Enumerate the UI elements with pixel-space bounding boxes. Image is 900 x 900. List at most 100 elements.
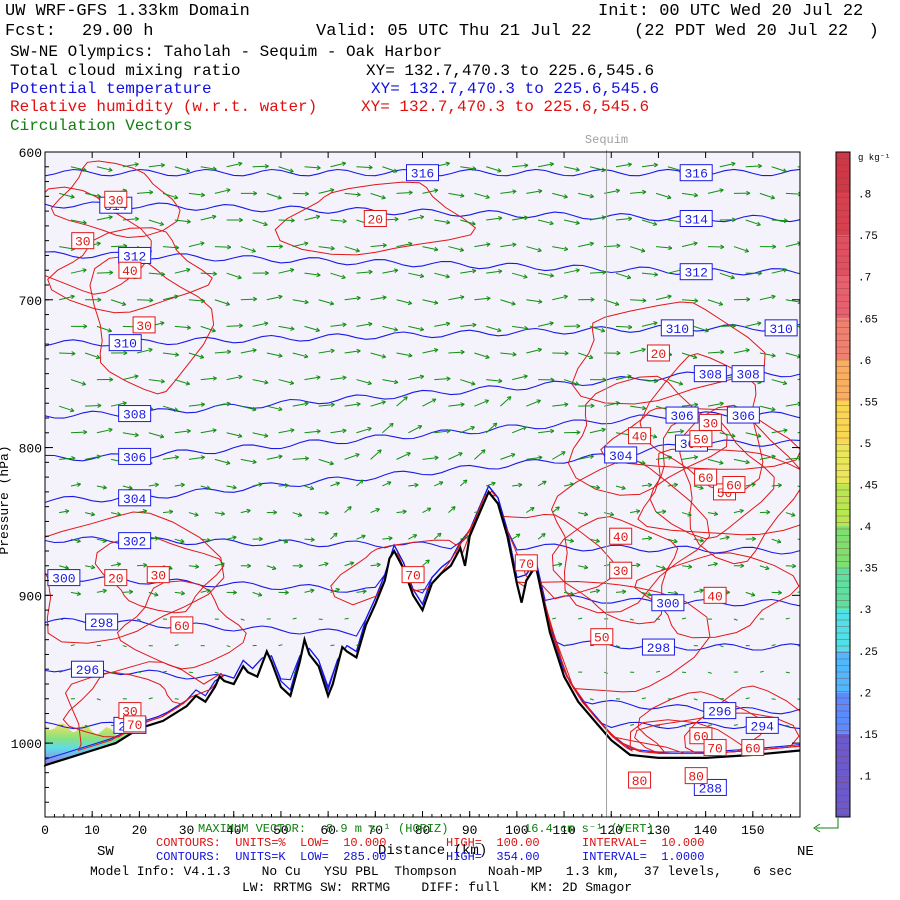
vector-arrow [422,456,439,460]
vector-arrowhead [194,512,199,517]
vector-arrow [330,376,347,381]
colorbar-tick-label: .1 [858,771,872,783]
vector-arrowhead [278,406,283,412]
theta-label-text: 298 [90,616,113,631]
rh-line-20 [571,301,766,405]
vector-arrowhead [71,455,76,461]
vector-arrowhead [472,166,477,171]
vector-arrow [266,352,283,357]
vector-arrowhead [550,377,555,383]
vector-arrow [356,535,366,540]
vector-arrowhead [134,162,139,167]
vector-arrowhead [96,454,101,460]
vector-arrowhead [668,245,673,251]
colorbar-tick-label: .55 [858,397,878,409]
vector-arrowhead [264,163,269,169]
vector-arrow [266,455,283,460]
vector-arrow [396,242,413,248]
vector-arrow [589,428,606,434]
vector-arrow [70,431,87,434]
vector-arrow [318,562,329,567]
vector-arrowhead [575,268,580,273]
vector-arrowhead [246,508,251,514]
vector-arrow [771,379,787,385]
vector-arrowhead [693,192,699,198]
vector-arrowhead [226,349,232,355]
vector-arrowhead [347,506,352,511]
vector-arrow [96,271,113,274]
vector-arrowhead [522,426,527,431]
vector-arrowhead [97,403,102,408]
rh-label-30: 30 [104,190,128,208]
vector-arrowhead [740,563,745,569]
vector-arrow [408,272,424,277]
vector-arrow [292,402,309,407]
theta-contour-high: HIGH= 354.00 [446,850,540,864]
vector-arrow [589,698,594,701]
rh-label-box [104,190,128,208]
vector-arrowhead [381,194,386,200]
vector-arrowhead [316,165,321,171]
theta-label-text: 316 [684,167,707,182]
vector-arrowhead [329,188,335,193]
vector-arrow [214,562,225,567]
colorbar-band [836,318,850,360]
vector-arrow [460,219,476,225]
vector-arrow [641,697,646,700]
vector-arrow [552,563,563,567]
vector-arrowhead [186,325,191,330]
vector-arrow [630,723,635,726]
vector-arrowhead [635,509,641,514]
vector-arrowhead [403,396,408,401]
vector-arrowhead [751,536,756,542]
vector-arrow [304,215,320,221]
vector-arrow [162,352,179,356]
rh-label-80: 80 [628,771,652,789]
vector-arrowhead [636,562,641,568]
vector-arrowhead [484,399,490,404]
vector-arrowhead [108,167,113,172]
vector-arrowhead [283,538,289,544]
rh-label-box [514,554,538,572]
vector-arrow [382,422,394,434]
vector-arrow [486,270,503,274]
vector-arrow [630,348,646,354]
vector-arrowhead [408,241,413,247]
vector-arrow [382,537,393,540]
colorbar-frame [835,151,851,818]
vector-arrow [733,298,750,301]
vector-arrow [70,166,87,171]
theta-label-306: 306 [665,406,699,424]
vector-arrow [460,270,477,274]
vector-arrow [500,396,512,407]
theta-line-302 [45,484,800,555]
vector-arrowhead [159,433,165,439]
rh-contour-info: CONTOURS: UNITS=% LOW= 10.000 [156,836,387,850]
vector-arrowhead [212,214,217,220]
vector-arrow [214,246,231,248]
vector-arrow [278,166,294,173]
rh-label-box [590,628,614,646]
rh-contour-interval: INTERVAL= 10.000 [582,836,705,850]
vector-arrow [641,591,652,596]
vector-arrow [526,190,543,194]
vector-arrow [460,535,470,540]
vector-arrowhead [76,591,81,596]
vector-arrow [292,352,309,358]
vector-arrow [162,510,173,514]
theta-label-310: 310 [660,319,694,337]
vector-arrow [292,512,303,517]
vector-arrow [500,453,516,460]
x-tick-label: 140 [694,823,717,838]
theta-label-312: 312 [679,263,713,281]
vector-arrowhead [252,406,257,412]
vector-arrow [356,427,372,434]
rh-label-box [741,739,765,757]
vector-arrowhead [538,188,543,194]
rh-line-30 [89,255,215,395]
vector-arrowhead [765,565,770,571]
x-tick-label: 20 [132,823,148,838]
vector-arrowhead [368,269,373,275]
theta-line-308 [45,369,800,419]
